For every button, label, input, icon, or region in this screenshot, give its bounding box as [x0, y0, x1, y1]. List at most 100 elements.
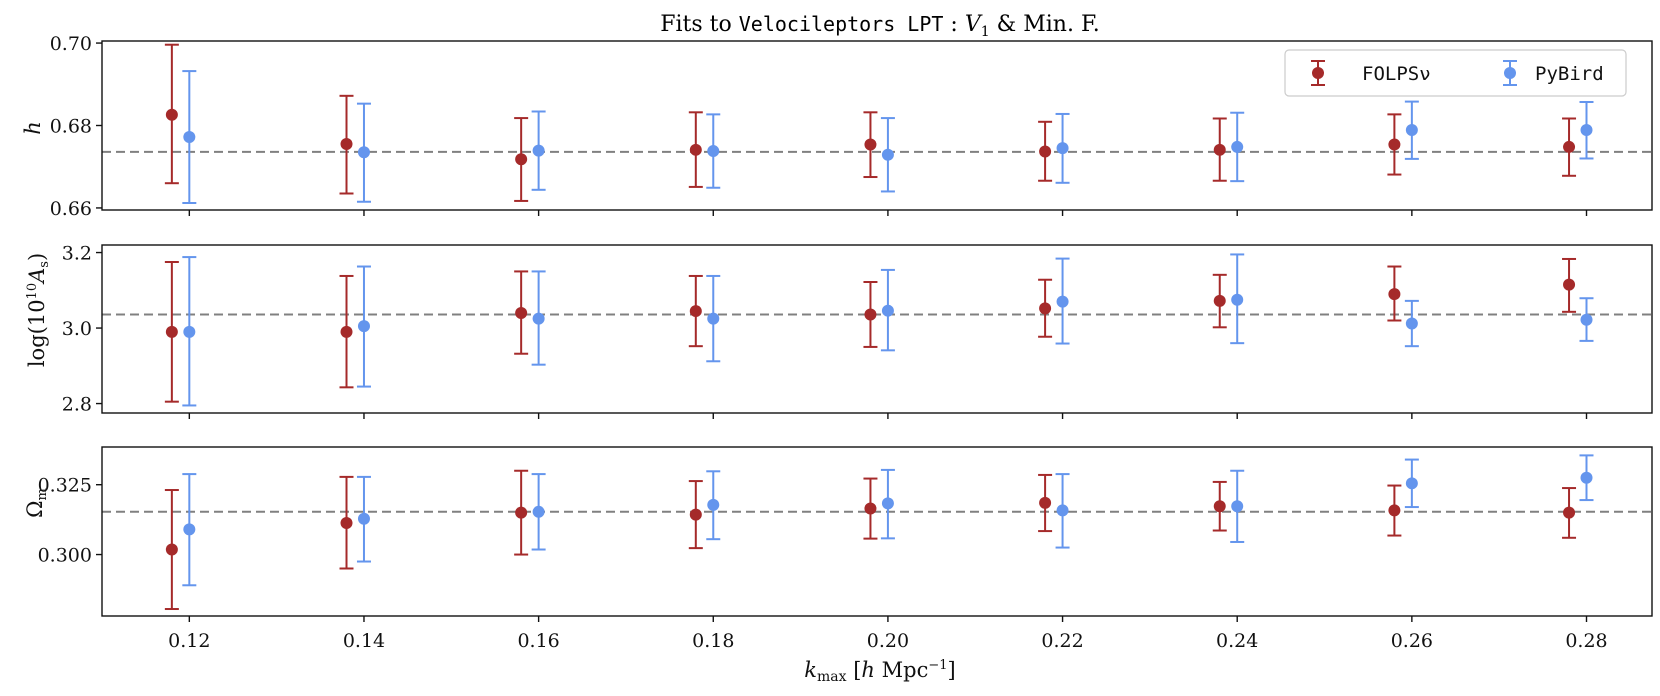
- data-point: [1580, 471, 1593, 484]
- data-point: [515, 306, 528, 319]
- data-point: [1213, 143, 1226, 156]
- data-point: [881, 497, 894, 510]
- data-point: [1405, 124, 1418, 137]
- data-point: [515, 506, 528, 519]
- data-point: [1563, 140, 1576, 153]
- errorbar-folps: [1212, 273, 1227, 329]
- data-point: [1213, 294, 1226, 307]
- title-suffix: & Min. F.: [990, 12, 1100, 37]
- x-tick-label: 0.26: [1391, 630, 1433, 652]
- errorbar-pybird: [1404, 100, 1419, 160]
- data-point: [1563, 506, 1576, 519]
- data-point: [1580, 313, 1593, 326]
- errorbar-pybird: [1055, 112, 1070, 184]
- errorbar-folps: [514, 469, 529, 556]
- data-point: [689, 143, 702, 156]
- x-tick-label: 0.28: [1565, 630, 1607, 652]
- errorbar-folps: [164, 43, 179, 185]
- errorbar-folps: [339, 274, 354, 389]
- errorbar-pybird: [1055, 257, 1070, 345]
- data-point: [1039, 496, 1052, 509]
- y-tick-label: 2.8: [62, 394, 92, 416]
- xlabel-unit: Mpc: [875, 658, 928, 682]
- data-point: [165, 543, 178, 556]
- errorbar-pybird: [880, 468, 895, 540]
- errorbar-pybird: [356, 475, 371, 563]
- data-point: [864, 502, 877, 515]
- data-point: [357, 146, 370, 159]
- errorbar-pybird: [1579, 101, 1594, 160]
- legend: FOLPSν PyBird: [1284, 49, 1627, 97]
- ylabel-log-as-pre: log(10: [25, 299, 49, 367]
- errorbar-pybird: [1230, 111, 1245, 183]
- ylabel-omega-sub: m: [35, 488, 50, 500]
- errorbar-pybird: [1230, 253, 1245, 345]
- panel-frame: [101, 244, 1653, 414]
- data-point: [1213, 500, 1226, 513]
- data-point: [340, 516, 353, 529]
- ylabel-omega-m: Ωm: [23, 488, 50, 518]
- xlabel-k: k: [804, 658, 817, 682]
- data-point: [707, 498, 720, 511]
- title-v: V: [965, 12, 983, 37]
- xlabel-close: ]: [948, 658, 956, 682]
- data-point: [864, 138, 877, 151]
- x-tick-label: 0.24: [1216, 630, 1258, 652]
- errorbar-pybird: [706, 274, 721, 363]
- data-point: [864, 308, 877, 321]
- x-tick-label: 0.20: [867, 630, 909, 652]
- title-v-subscript: 1: [981, 24, 990, 40]
- errorbar-pybird: [356, 265, 371, 388]
- legend-marker-pybird: [1503, 60, 1517, 86]
- data-point: [1388, 288, 1401, 301]
- errorbar-folps: [339, 475, 354, 570]
- errorbar-pybird: [1579, 454, 1594, 502]
- errorbar-pybird: [531, 270, 546, 366]
- data-point: [183, 325, 196, 338]
- errorbar-pybird: [531, 473, 546, 551]
- data-point: [689, 508, 702, 521]
- errorbar-pybird: [1579, 297, 1594, 342]
- errorbar-pybird: [706, 113, 721, 189]
- errorbar-pybird: [531, 110, 546, 191]
- errorbar-pybird: [1404, 299, 1419, 348]
- errorbar-folps: [1212, 117, 1227, 182]
- errorbar-folps: [688, 274, 703, 348]
- errorbar-folps: [863, 477, 878, 540]
- legend-label-pybird: PyBird: [1535, 63, 1604, 85]
- errorbar-folps: [688, 111, 703, 188]
- x-tick-label: 0.16: [517, 630, 559, 652]
- legend-point: [1312, 67, 1324, 79]
- ylabel-log-as: log(1010As): [25, 253, 52, 367]
- data-point: [357, 320, 370, 333]
- data-point: [689, 305, 702, 318]
- errorbar-folps: [1387, 265, 1402, 322]
- legend-marker-folps: [1311, 60, 1325, 86]
- panel-log-as: 2.8 3.0 3.2: [62, 243, 1653, 419]
- data-point: [1056, 142, 1069, 155]
- data-point: [1231, 140, 1244, 153]
- data-point: [1405, 477, 1418, 490]
- y-tick-label: 0.325: [38, 475, 92, 497]
- data-point: [357, 512, 370, 525]
- errorbar-folps: [1387, 484, 1402, 537]
- x-tick-label: 0.18: [692, 630, 734, 652]
- data-point: [532, 312, 545, 325]
- data-point: [1388, 504, 1401, 517]
- data-point: [1231, 293, 1244, 306]
- ylabel-omega-main: Ω: [23, 500, 47, 517]
- xlabel-h: h: [861, 658, 875, 682]
- data-point: [1580, 124, 1593, 137]
- x-tick-label: 0.22: [1041, 630, 1083, 652]
- title-separator: :: [943, 12, 964, 37]
- errorbar-folps: [1212, 480, 1227, 532]
- errorbar-pybird: [1055, 473, 1070, 549]
- data-point: [1231, 500, 1244, 513]
- errorbar-folps: [514, 270, 529, 355]
- data-point: [532, 505, 545, 518]
- y-tick-label: 0.66: [50, 198, 92, 220]
- data-point: [881, 148, 894, 161]
- errorbar-pybird: [356, 102, 371, 203]
